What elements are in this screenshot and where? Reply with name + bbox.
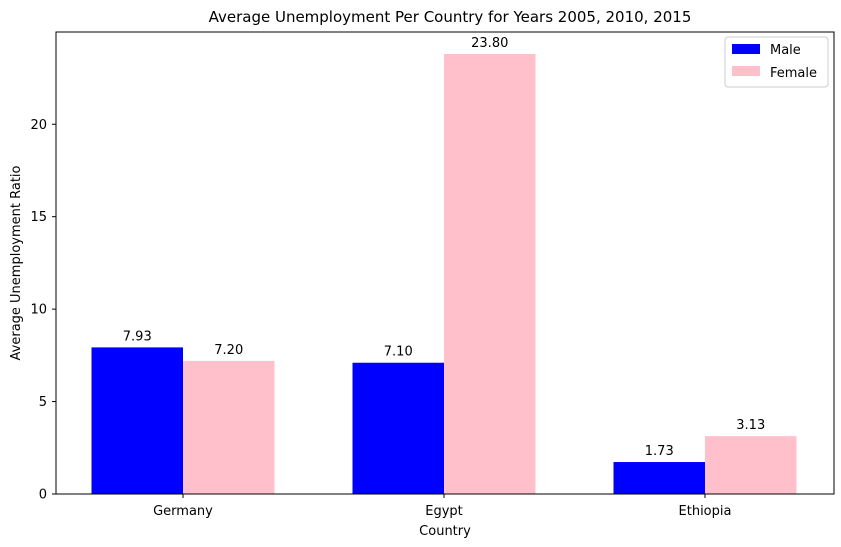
y-tick-label: 5 xyxy=(39,395,47,410)
bar-male-egypt xyxy=(352,362,444,494)
legend: Male Female xyxy=(724,36,829,88)
value-label-male-egypt: 7.10 xyxy=(384,345,413,360)
legend-swatch-male xyxy=(732,44,760,54)
value-labels-layer: 7.93 7.20 7.10 23.80 1.73 3.13 xyxy=(123,36,765,459)
bar-male-germany xyxy=(91,347,183,494)
bar-female-germany xyxy=(183,360,275,494)
x-tick-label: Germany xyxy=(153,504,213,519)
value-label-female-germany: 7.20 xyxy=(214,343,243,358)
value-label-female-ethiopia: 3.13 xyxy=(736,418,765,433)
x-tick-label: Egypt xyxy=(425,504,463,519)
y-tick-label: 15 xyxy=(30,210,47,225)
bar-male-ethiopia xyxy=(613,462,705,494)
legend-swatch-female xyxy=(732,66,760,76)
chart-title: Average Unemployment Per Country for Yea… xyxy=(209,8,692,26)
y-axis-label: Average Unemployment Ratio xyxy=(9,165,24,360)
legend-label-female: Female xyxy=(770,66,817,81)
plot-area-frame xyxy=(55,31,835,495)
x-tick-label: Ethiopia xyxy=(679,504,732,519)
bars-layer xyxy=(91,54,797,494)
value-label-female-egypt: 23.80 xyxy=(471,36,508,51)
value-label-male-ethiopia: 1.73 xyxy=(645,444,674,459)
bar-female-egypt xyxy=(444,54,536,494)
x-axis-ticks: Germany Egypt Ethiopia xyxy=(153,494,731,519)
y-tick-label: 10 xyxy=(30,303,47,318)
y-tick-label: 20 xyxy=(30,118,47,133)
value-label-male-germany: 7.93 xyxy=(123,329,152,344)
y-axis-ticks: 0 5 10 15 20 xyxy=(30,118,56,503)
x-axis-label: Country xyxy=(419,524,471,539)
legend-label-male: Male xyxy=(770,43,801,58)
y-tick-label: 0 xyxy=(39,488,47,503)
bar-female-ethiopia xyxy=(705,436,797,494)
